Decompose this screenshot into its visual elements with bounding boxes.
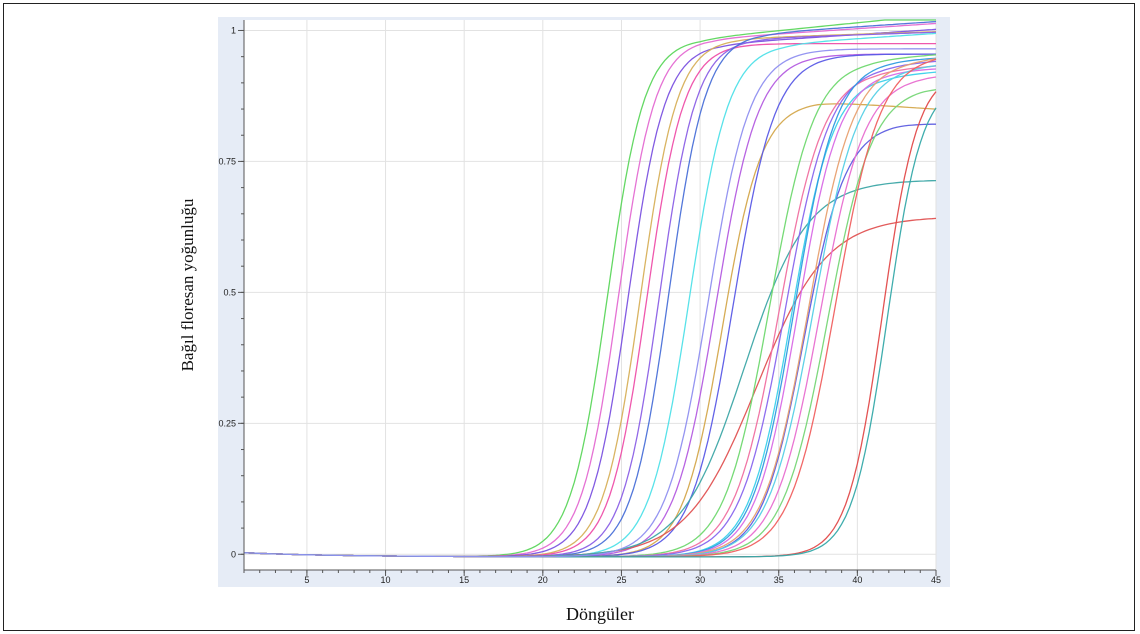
amplification-curve-28 xyxy=(243,48,936,558)
x-tick-label: 20 xyxy=(538,575,548,585)
x-tick-label: 35 xyxy=(774,575,784,585)
x-tick-label: 5 xyxy=(304,575,309,585)
x-tick-label: 30 xyxy=(695,575,705,585)
x-tick-label: 45 xyxy=(931,575,941,585)
x-tick-label: 40 xyxy=(852,575,862,585)
plot-area xyxy=(244,20,936,570)
y-tick-label: 1 xyxy=(231,25,236,35)
y-axis-label: Bağıl floresan yoğunluğu xyxy=(178,198,197,372)
y-tick-label: 0 xyxy=(231,549,236,559)
y-tick-label: 0.25 xyxy=(218,418,236,428)
x-axis-label: Döngüler xyxy=(566,604,634,624)
amplification-curves xyxy=(243,19,937,558)
x-tick-label: 10 xyxy=(381,575,391,585)
axes: 5 10 15 20 25 30 35 40 45 0 0.25 0.5 0.75 1 xyxy=(218,20,941,585)
y-tick-label: 0.5 xyxy=(223,287,236,297)
x-tick-label: 15 xyxy=(459,575,469,585)
x-tick-label: 25 xyxy=(616,575,626,585)
y-tick-label: 0.75 xyxy=(218,156,236,166)
